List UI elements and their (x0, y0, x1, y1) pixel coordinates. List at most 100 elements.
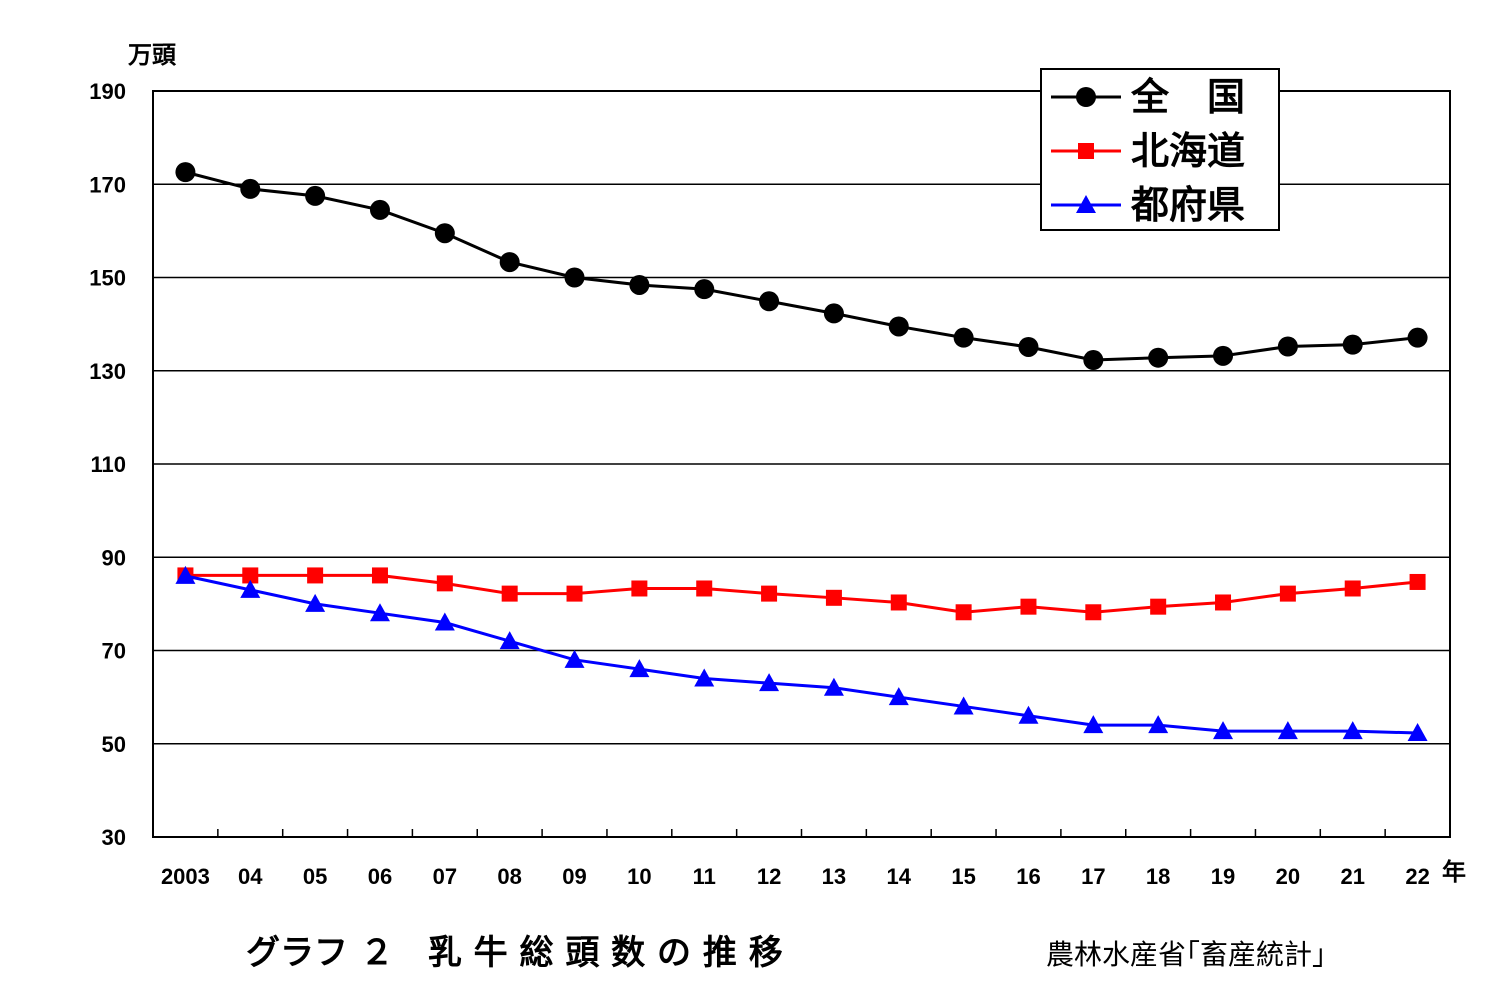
data-point-circle (1076, 87, 1096, 107)
data-point-square (1150, 598, 1167, 615)
series-line (185, 170, 1418, 362)
series-line (185, 574, 1418, 735)
x-tick-label: 05 (303, 864, 327, 889)
x-tick-label: 20 (1276, 864, 1300, 889)
data-point-square (1279, 585, 1296, 602)
x-tick-label: 10 (627, 864, 651, 889)
data-point-circle (1407, 327, 1428, 348)
data-point-triangle (369, 603, 390, 622)
data-point-triangle (953, 696, 974, 715)
y-tick-label: 50 (102, 732, 126, 757)
data-point-square (242, 567, 259, 584)
data-point-triangle (1213, 721, 1234, 740)
series-layer (175, 162, 1428, 742)
data-point-square (696, 580, 713, 597)
data-point-square (307, 567, 324, 584)
x-tick-label: 2003 (161, 864, 210, 889)
x-tick-label: 07 (433, 864, 457, 889)
data-point-triangle (240, 579, 261, 598)
data-point-square (1409, 573, 1426, 590)
legend-label: 都府県 (1130, 183, 1245, 227)
x-tick-label: 09 (562, 864, 586, 889)
x-tick-label: 16 (1016, 864, 1040, 889)
legend-label: 全 国 (1130, 75, 1245, 119)
chart-source: 農林水産省｢畜産統計｣ (1046, 938, 1326, 971)
x-tick-label: 18 (1146, 864, 1170, 889)
data-point-circle (629, 274, 650, 295)
data-point-circle (1213, 345, 1234, 366)
y-tick-label: 150 (89, 266, 126, 291)
x-tick-label: 13 (822, 864, 846, 889)
data-point-triangle (1083, 715, 1104, 734)
data-point-triangle (1076, 195, 1096, 213)
gridlines (153, 183, 1450, 745)
data-point-triangle (1277, 721, 1298, 740)
data-point-circle (888, 316, 909, 337)
data-point-triangle (1342, 721, 1363, 740)
x-tick-label: 22 (1405, 864, 1429, 889)
x-tick-label: 12 (757, 864, 781, 889)
data-point-circle (564, 267, 585, 288)
data-point-circle (434, 223, 455, 244)
data-point-triangle (694, 668, 715, 687)
series-2 (175, 565, 1428, 742)
legend-item: 北海道 (1051, 129, 1245, 173)
x-tick-label: 21 (1340, 864, 1364, 889)
data-point-triangle (434, 612, 455, 631)
data-point-square (1020, 598, 1037, 615)
data-point-square (566, 585, 583, 602)
x-tick-label: 19 (1211, 864, 1235, 889)
y-tick-label: 130 (89, 359, 126, 384)
data-point-triangle (564, 649, 585, 668)
data-point-circle (240, 178, 261, 199)
y-tick-label: 30 (102, 825, 126, 850)
data-point-triangle (629, 659, 650, 678)
y-tick-label: 170 (89, 172, 126, 197)
data-point-circle (759, 291, 780, 312)
y-tick-label: 110 (91, 452, 127, 477)
y-axis-label: 万頭 (128, 41, 177, 69)
data-point-square (631, 580, 648, 597)
data-point-circle (823, 303, 844, 324)
data-point-triangle (823, 677, 844, 696)
data-point-circle (953, 327, 974, 348)
x-tick-label: 15 (951, 864, 975, 889)
data-point-circle (369, 199, 390, 220)
data-point-square (1078, 143, 1094, 159)
series-1 (177, 567, 1426, 621)
data-point-triangle (1018, 705, 1039, 724)
data-point-circle (1277, 336, 1298, 357)
data-point-square (825, 589, 842, 606)
data-point-square (761, 585, 778, 602)
legend-item: 全 国 (1051, 75, 1245, 119)
data-point-square (955, 604, 972, 621)
data-point-circle (1148, 347, 1169, 368)
data-point-triangle (759, 673, 780, 692)
series-0 (175, 162, 1428, 371)
data-point-circle (694, 279, 715, 300)
data-point-circle (1018, 336, 1039, 357)
data-point-square (436, 575, 453, 592)
data-point-square (1215, 594, 1232, 611)
data-point-triangle (499, 631, 520, 650)
x-tick-label: 08 (497, 864, 521, 889)
data-point-triangle (1148, 715, 1169, 734)
y-tick-label: 190 (89, 79, 126, 104)
y-axis-ticks: 30 50 70 90 110 130 150 170 190 (89, 79, 126, 850)
x-tick-label: 17 (1081, 864, 1105, 889)
y-tick-label: 70 (102, 639, 126, 664)
y-tick-label: 90 (102, 545, 126, 570)
x-tick-label: 06 (368, 864, 392, 889)
data-point-triangle (305, 593, 326, 612)
x-tick-label: 14 (887, 864, 912, 889)
data-point-circle (305, 185, 326, 206)
legend-label: 北海道 (1131, 129, 1245, 173)
x-tick-label: 04 (238, 864, 263, 889)
data-point-square (890, 594, 907, 611)
x-axis-ticks: 2003 04 05 06 07 08 09 10 11 12 13 14 15 16 17 18 19 20 21… (161, 829, 1430, 889)
data-point-triangle (888, 687, 909, 706)
data-point-triangle (175, 565, 196, 584)
x-axis-label: 年 (1442, 858, 1466, 886)
